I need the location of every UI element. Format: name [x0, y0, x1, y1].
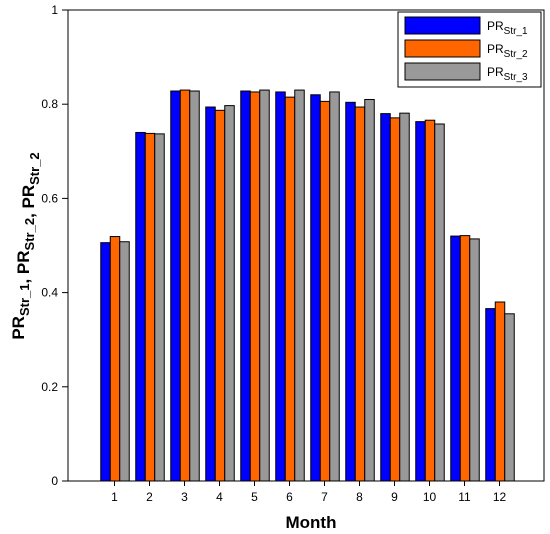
bar-str-2-month-10 [424, 119, 436, 482]
bar-str-1-month-5 [240, 90, 251, 482]
y-axis: 0 0.2 0.4 0.6 0.8 1 [41, 3, 68, 488]
bar-str-3-month-9 [399, 112, 410, 482]
bar-str-3-month-1 [119, 241, 130, 482]
x-tick-label: 6 [286, 490, 293, 504]
x-tick-label: 2 [146, 490, 153, 504]
bar-str-3-month-11 [469, 238, 480, 482]
bar-str-2-month-7 [319, 100, 331, 482]
bar-str-2-month-4 [214, 109, 226, 482]
plot-frame [67, 9, 545, 482]
legend-label-str-3: PRStr_3 [487, 65, 528, 83]
bar-str-2-month-9 [389, 117, 401, 482]
bar-str-2-month-12 [494, 301, 506, 482]
bar-str-3-month-5 [259, 89, 270, 482]
bar-str-2-month-5 [249, 91, 261, 482]
bar-str-1-month-2 [135, 131, 146, 482]
bar-str-1-month-11 [450, 235, 461, 482]
x-tick-label: 7 [321, 490, 328, 504]
x-tick-label: 9 [391, 490, 398, 504]
bar-str-2-month-11 [459, 235, 471, 482]
bar-str-3-month-4 [224, 105, 235, 482]
bar-str-3-month-7 [329, 91, 340, 482]
y-axis-title: PRStr_1, PRStr_2, PRStr_2 [9, 152, 42, 339]
x-tick-label: 12 [493, 490, 507, 504]
bar-str-1-month-10 [415, 121, 426, 482]
bar-str-2-month-8 [354, 106, 366, 482]
bar-str-1-month-1 [100, 242, 111, 482]
bar-str-1-month-3 [170, 90, 181, 482]
x-tick-label: 8 [356, 490, 363, 504]
x-tick-label: 3 [181, 490, 188, 504]
bar-str-2-month-2 [144, 132, 156, 482]
y-tick-label: 0.2 [41, 380, 58, 394]
y-tick-label: 1 [51, 3, 58, 17]
bar-str-2-month-1 [109, 236, 121, 482]
x-tick-label: 1 [111, 490, 118, 504]
bar-str-1-month-8 [345, 101, 356, 482]
bar-str-3-month-8 [364, 98, 375, 482]
x-tick-label: 5 [251, 490, 258, 504]
legend-label-str-2: PRStr_2 [487, 42, 528, 60]
bar-str-1-month-12 [485, 308, 496, 482]
bar-str-2-month-3 [179, 89, 191, 482]
x-axis-title: Month [286, 513, 337, 532]
x-tick-label: 10 [423, 490, 437, 504]
bar-str-1-month-4 [205, 106, 216, 482]
y-tick-label: 0 [51, 474, 58, 488]
legend-swatch-str-3 [404, 62, 481, 81]
x-tick-label: 11 [458, 490, 471, 504]
x-tick-label: 4 [216, 490, 223, 504]
bar-str-1-month-9 [380, 113, 391, 482]
bar-str-3-month-3 [189, 90, 200, 482]
bar-str-1-month-7 [310, 94, 321, 482]
y-tick-label: 0.6 [41, 191, 58, 205]
bar-str-2-month-6 [284, 96, 296, 482]
legend: PRStr_1 PRStr_2 PRStr_3 [397, 11, 542, 88]
plot-area [67, 9, 545, 482]
bar-str-1-month-6 [275, 91, 286, 482]
legend-swatch-str-2 [404, 39, 481, 58]
bar-str-3-month-2 [154, 133, 165, 482]
legend-label-str-1: PRStr_1 [487, 19, 528, 37]
bar-str-3-month-10 [434, 123, 445, 482]
bar-str-3-month-12 [504, 313, 515, 482]
y-tick-label: 0.4 [41, 286, 58, 300]
legend-swatch-str-1 [404, 16, 481, 35]
y-tick-label: 0.8 [41, 97, 58, 111]
x-axis: 1 2 3 4 5 6 7 8 9 10 11 12 [111, 481, 506, 504]
bar-str-3-month-6 [294, 89, 305, 482]
